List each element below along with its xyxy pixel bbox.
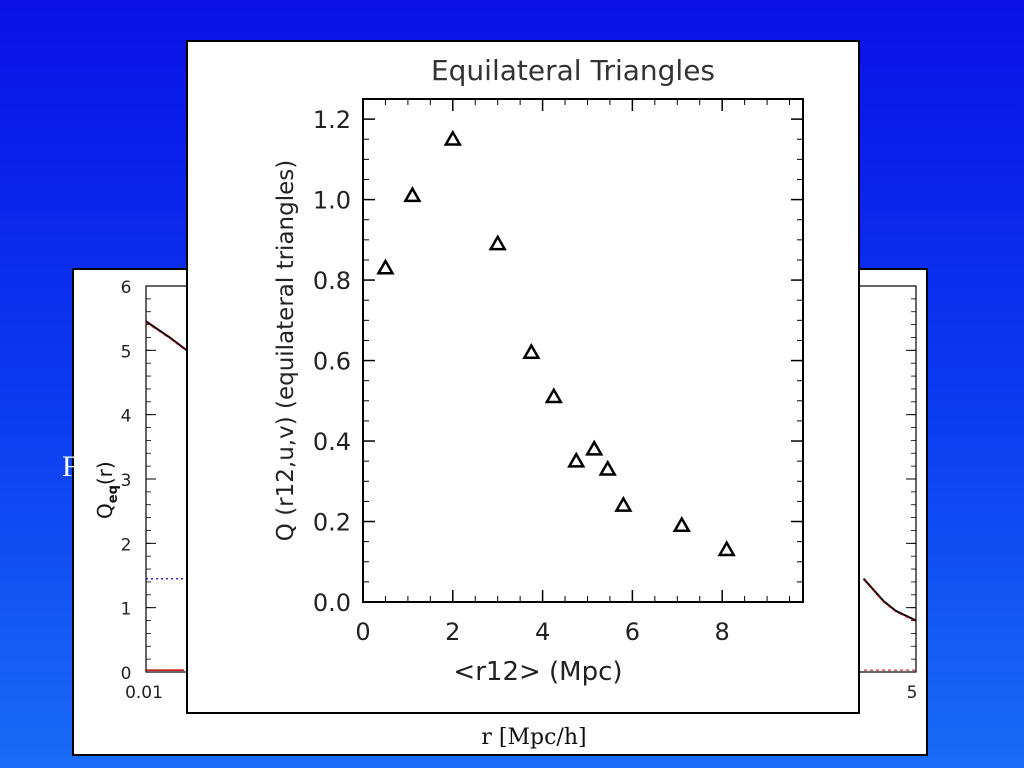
- x-tick-label: 4: [535, 618, 550, 646]
- back-x-tick-label-right: 5: [907, 683, 918, 703]
- background-chart: 0 1 2 3 4 5 6 0.01 5 r [Mpc/h] Qeq(r): [93, 278, 918, 750]
- chart-title: Equilateral Triangles: [431, 54, 715, 87]
- back-x-tick-label-left: 0.01: [125, 683, 163, 703]
- data-point-triangle: [443, 129, 462, 146]
- data-point-triangle: [567, 451, 586, 468]
- x-tick-label: 0: [355, 618, 370, 646]
- data-point-triangle: [598, 459, 617, 476]
- back-y-tick-label: 2: [121, 535, 132, 555]
- y-tick-label: 0.8: [313, 267, 351, 295]
- y-tick-label: 0.4: [313, 428, 351, 456]
- back-red-dashed-curve: [863, 579, 917, 622]
- back-y-tick-label: 5: [121, 342, 132, 362]
- y-tick-label: 1.2: [313, 106, 351, 134]
- plot-frame: [362, 98, 804, 603]
- data-point-triangle: [585, 439, 604, 456]
- data-point-triangle: [614, 495, 633, 512]
- equilateral-triangles-chart: Equilateral Triangles 0.0 0.2 0.4 0.6 0.8 1.0 1…: [273, 54, 804, 687]
- back-model-curve: [145, 320, 190, 353]
- data-point-triangle: [488, 234, 507, 251]
- back-y-tick-label: 3: [121, 471, 132, 491]
- back-model-curve: [862, 578, 917, 622]
- y-tick-label: 0.6: [313, 348, 351, 376]
- y-tick-label: 0.2: [313, 509, 351, 537]
- x-tick-label: 2: [445, 618, 460, 646]
- back-red-dashed-curve: [145, 321, 189, 354]
- back-y-tick-label: 0: [121, 664, 132, 684]
- back-y-tick-label: 6: [121, 278, 132, 298]
- y-tick-label: 0.0: [313, 589, 351, 617]
- data-point-triangle: [717, 540, 736, 557]
- back-y-tick-label: 4: [121, 407, 132, 427]
- y-tick-label: 1.0: [313, 187, 351, 215]
- x-tick-label: 8: [715, 618, 730, 646]
- data-point-triangle: [403, 186, 422, 203]
- y-axis-label: Q (r12,u,v) (equilateral triangles): [273, 160, 299, 541]
- data-point-triangle: [522, 342, 541, 360]
- back-x-axis-label: r [Mpc/h]: [481, 725, 586, 750]
- x-tick-label: 6: [625, 618, 640, 646]
- x-axis-label: <r12> (Mpc): [453, 657, 622, 687]
- side-label: F: [62, 450, 79, 483]
- back-y-axis-label: Qeq(r): [93, 461, 121, 519]
- data-point-triangle: [672, 516, 691, 533]
- data-point-triangle: [376, 258, 395, 275]
- foreground-chart-panel: Equilateral Triangles 0.0 0.2 0.4 0.6 0.8 1.0 1…: [186, 40, 860, 714]
- back-y-tick-label: 1: [121, 600, 132, 620]
- data-point-triangle: [544, 387, 563, 404]
